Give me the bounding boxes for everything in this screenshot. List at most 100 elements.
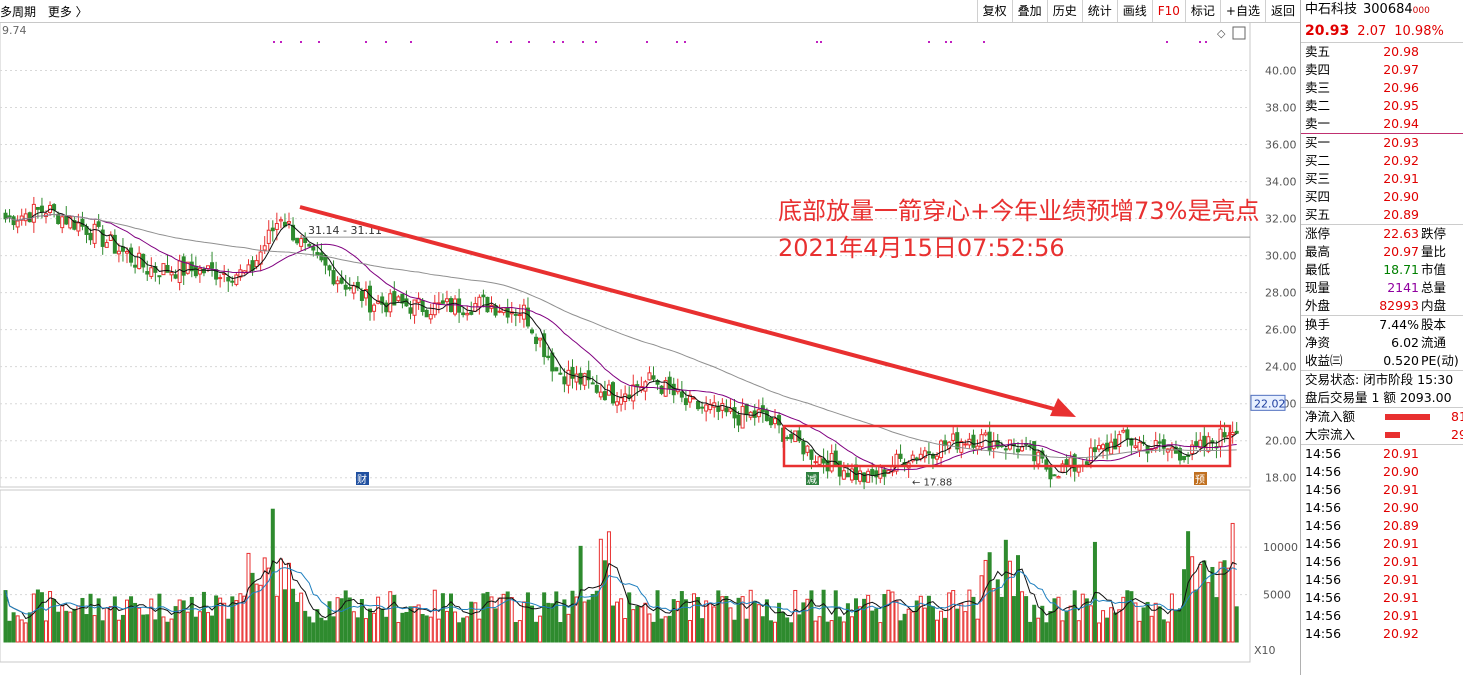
candle-body[interactable] [546,355,551,359]
volume-bar[interactable] [521,601,526,643]
candle-body[interactable] [1052,474,1057,477]
volume-bar[interactable] [943,617,948,643]
volume-bar[interactable] [886,589,891,643]
volume-bar[interactable] [740,596,745,643]
candle-body[interactable] [149,267,154,277]
candle-body[interactable] [505,307,510,318]
volume-bar[interactable] [679,591,684,643]
volume-bar[interactable] [197,611,202,643]
volume-bar[interactable] [104,607,109,643]
volume-bar[interactable] [538,615,543,643]
candle-body[interactable] [335,280,340,285]
candle-body[interactable] [590,382,595,385]
volume-bar[interactable] [837,616,842,643]
candle-body[interactable] [517,314,522,317]
volume-bar[interactable] [712,606,717,643]
candle-body[interactable] [157,275,162,278]
candle-body[interactable] [582,373,587,386]
volume-bar[interactable] [724,595,729,643]
toolbar-button-4[interactable]: 画线 [1116,0,1152,22]
volume-bar[interactable] [169,618,174,643]
volume-bar[interactable] [1129,591,1134,643]
candle-body[interactable] [1076,466,1081,473]
volume-bar[interactable] [125,599,129,643]
candle-body[interactable] [922,450,927,459]
candle-body[interactable] [359,290,364,301]
candle-body[interactable] [11,216,16,226]
volume-bar[interactable] [987,552,992,643]
volume-bar[interactable] [177,599,182,643]
volume-bar[interactable] [359,599,364,643]
volume-bar[interactable] [363,618,368,643]
volume-bar[interactable] [1011,596,1016,643]
candle-body[interactable] [278,219,283,222]
volume-bar[interactable] [1222,560,1227,643]
candle-body[interactable] [1060,463,1065,473]
candle-body[interactable] [999,445,1004,448]
candle-body[interactable] [1028,444,1033,447]
volume-bar[interactable] [368,608,372,643]
volume-bar[interactable] [72,608,77,643]
volume-bar[interactable] [659,618,664,643]
volume-bar[interactable] [683,599,688,643]
volume-bar[interactable] [671,599,676,643]
volume-bar[interactable] [562,599,567,643]
volume-bar[interactable] [663,616,668,643]
volume-bar[interactable] [311,622,316,643]
volume-bar[interactable] [56,611,61,643]
toolbar-button-0[interactable]: 复权 [976,0,1012,22]
candle-body[interactable] [481,294,486,298]
candle-body[interactable] [197,267,202,275]
toolbar-button-1[interactable]: 叠加 [1011,0,1047,22]
candle-body[interactable] [716,405,721,412]
volume-bar[interactable] [894,600,899,643]
candle-body[interactable] [1048,467,1053,480]
volume-bar[interactable] [23,622,28,643]
candle-body[interactable] [1153,440,1158,450]
candle-body[interactable] [914,457,919,460]
volume-bar[interactable] [566,613,571,643]
volume-bar[interactable] [1028,621,1033,643]
candle-body[interactable] [64,216,69,225]
volume-bar[interactable] [963,611,968,643]
volume-bar[interactable] [525,592,530,643]
volume-bar[interactable] [878,622,883,643]
candle-body[interactable] [210,262,215,269]
volume-bar[interactable] [149,598,154,643]
volume-bar[interactable] [947,592,952,643]
volume-bar[interactable] [343,590,348,643]
candle-body[interactable] [1101,444,1106,450]
volume-bar[interactable] [1133,602,1138,643]
candle-body[interactable] [1016,448,1020,453]
volume-bar[interactable] [728,607,733,643]
candle-body[interactable] [918,453,923,460]
candle-body[interactable] [27,212,32,223]
volume-bar[interactable] [1157,606,1162,643]
volume-bar[interactable] [44,620,48,643]
volume-bar[interactable] [457,622,462,643]
candle-body[interactable] [785,437,790,440]
volume-bar[interactable] [19,619,24,643]
volume-bar[interactable] [611,605,615,643]
volume-bar[interactable] [1032,604,1037,643]
volume-bar[interactable] [436,618,441,643]
candle-body[interactable] [659,385,664,394]
candle-body[interactable] [181,256,186,276]
candle-body[interactable] [829,453,834,472]
candle-body[interactable] [266,229,271,244]
volume-bar[interactable] [388,591,393,643]
candle-body[interactable] [238,269,243,278]
volume-bar[interactable] [485,591,490,643]
volume-bar[interactable] [274,595,279,643]
volume-bar[interactable] [708,603,713,643]
volume-bar[interactable] [768,620,773,643]
volume-bar[interactable] [1016,555,1020,643]
volume-bar[interactable] [1080,593,1085,643]
volume-bar[interactable] [1121,596,1126,643]
volume-bar[interactable] [291,588,296,643]
pane-restore-icon[interactable] [1232,26,1246,40]
volume-bar[interactable] [424,615,429,643]
candle-body[interactable] [789,433,794,440]
volume-bar[interactable] [258,584,263,643]
volume-bar[interactable] [372,612,377,643]
